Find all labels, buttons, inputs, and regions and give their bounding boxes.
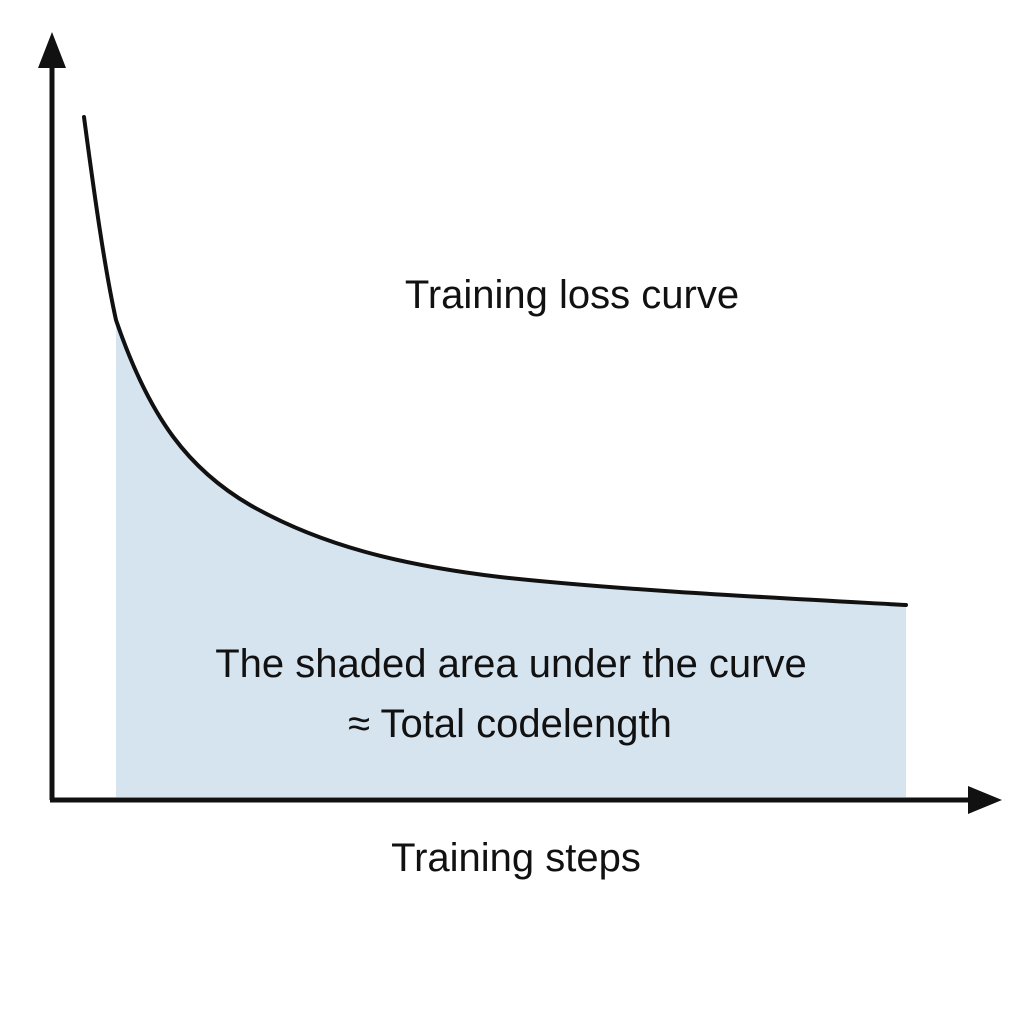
x-axis-label: Training steps (391, 836, 641, 880)
curve-label: Training loss curve (405, 273, 739, 317)
x-axis-arrowhead (968, 786, 1002, 814)
area-caption-line1: The shaded area under the curve (215, 642, 807, 686)
training-loss-curve (82, 115, 908, 607)
area-caption-line2: ≈ Total codelength (348, 702, 672, 746)
y-axis-arrowhead (38, 32, 66, 68)
shaded-area-under-curve (116, 320, 906, 797)
